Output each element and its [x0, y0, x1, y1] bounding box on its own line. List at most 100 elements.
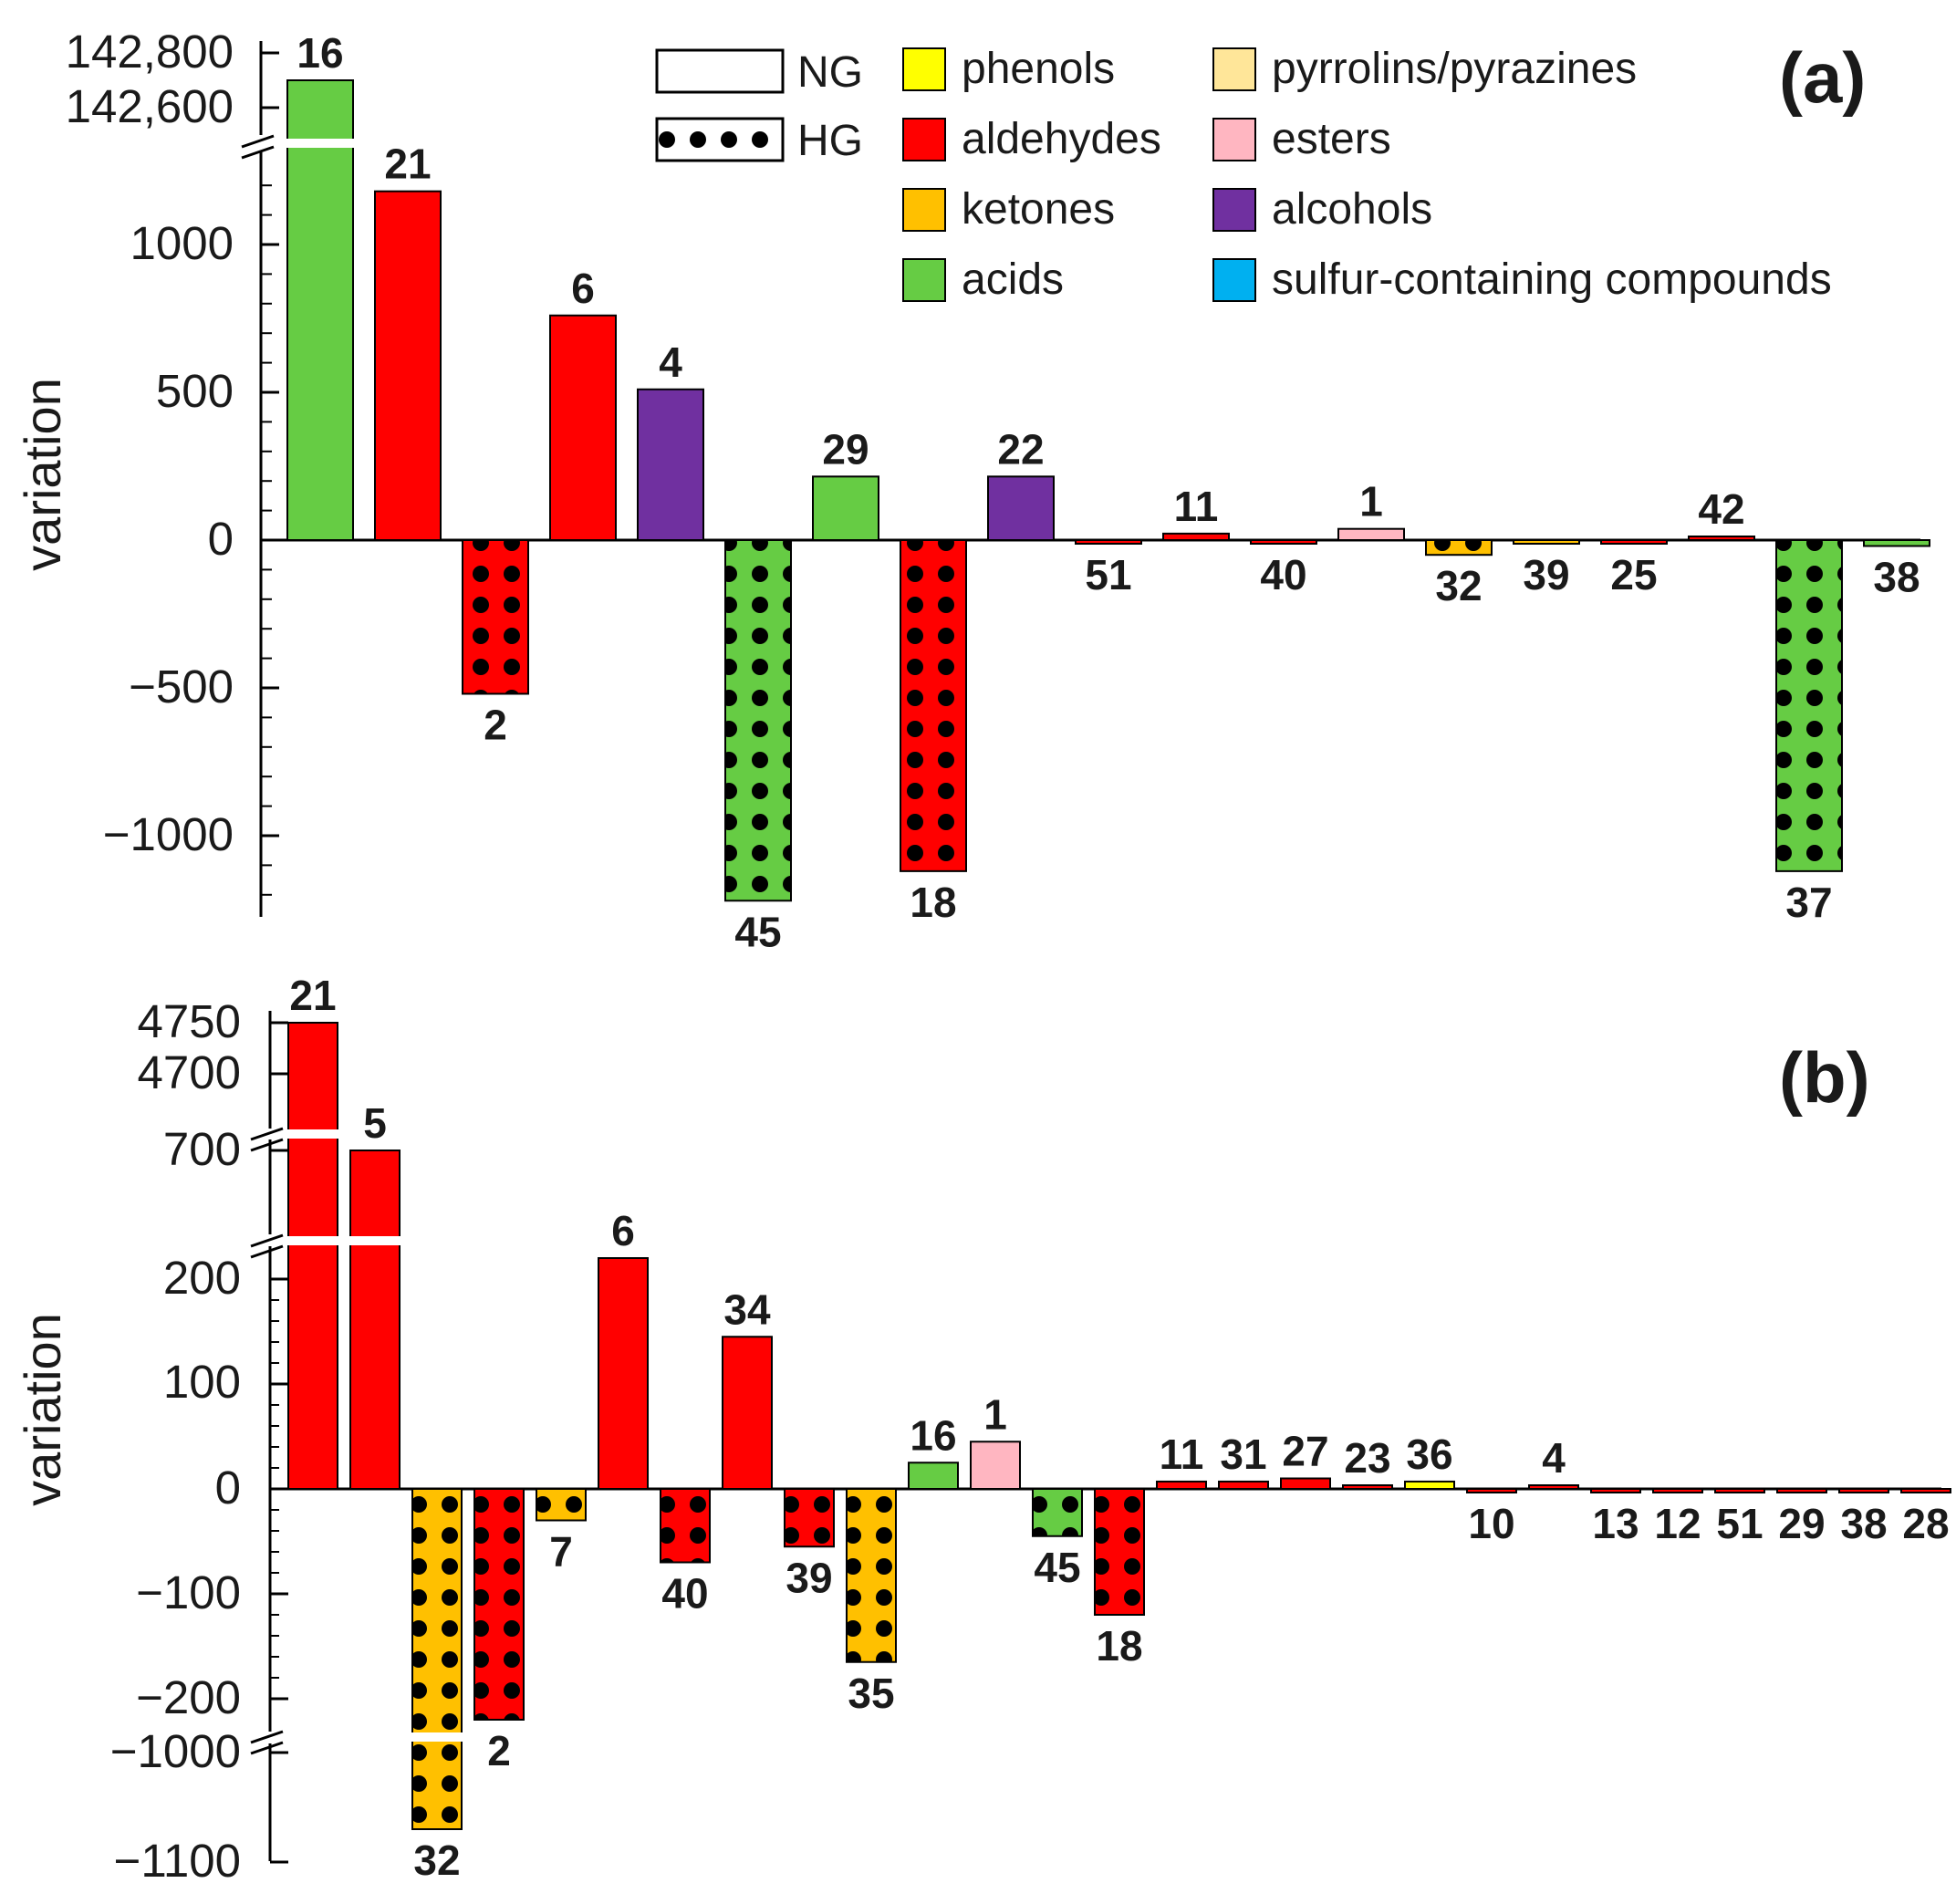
bar-16-acids	[286, 79, 354, 541]
bar-4-alcohols	[637, 388, 704, 542]
bar-38-acids	[1863, 539, 1930, 547]
panel-b-ytick-neg1100: −1100	[114, 1835, 241, 1887]
bar-label-51: 51	[1716, 1500, 1763, 1547]
bar-label-40: 40	[661, 1570, 708, 1618]
bar-label-21: 21	[289, 972, 336, 1019]
bar-label-1: 1	[1359, 478, 1383, 525]
bar-label-7: 7	[549, 1528, 573, 1576]
bar-label-37: 37	[1785, 879, 1832, 926]
bar-21-aldehydes	[287, 1022, 338, 1490]
bar-label-40: 40	[1260, 551, 1306, 598]
bar-22-alcohols	[987, 475, 1055, 542]
bar-label-13: 13	[1592, 1500, 1639, 1547]
bar-39-ketones	[1513, 539, 1580, 545]
bar-break-gap	[285, 139, 356, 148]
bar-break-gap	[286, 1129, 340, 1139]
panel-b-tick-marks	[270, 1021, 288, 1864]
legend-label-acids: acids	[962, 255, 1064, 304]
panel-b-axis-breaks	[250, 1127, 284, 1755]
bar-label-34: 34	[723, 1285, 771, 1333]
bar-label-31: 31	[1220, 1431, 1266, 1478]
legend: NG HG phenols aldehydes ketones acids pyrrolin…	[655, 45, 1832, 304]
bar-39-hg-dots	[785, 1489, 834, 1547]
panel-a-tick-marks	[261, 51, 279, 896]
bar-7-hg-dots	[536, 1489, 586, 1521]
legend-label-HG: HG	[797, 117, 863, 165]
bar-37-hg-dots	[1776, 540, 1842, 871]
legend-label-pyrrolins: pyrrolins/pyrazines	[1272, 45, 1637, 93]
panel-a-ytick-top-1: 142,800	[66, 26, 234, 78]
legend-label-aldehydes: aldehydes	[962, 115, 1161, 163]
bar-label-11: 11	[1174, 483, 1219, 530]
legend-swatch-aldehydes	[902, 118, 946, 161]
bar-16-acids	[908, 1462, 959, 1490]
panel-a-tag: (a)	[1779, 37, 1866, 118]
bar-51-aldehydes	[1714, 1488, 1765, 1493]
panel-b-ytick-0: 0	[215, 1462, 241, 1514]
bar-label-23: 23	[1344, 1434, 1390, 1482]
legend-swatch-HG-dots	[657, 119, 783, 161]
bar-23-aldehydes	[1342, 1484, 1393, 1490]
bar-label-39: 39	[1523, 551, 1569, 598]
bar-5-aldehydes	[349, 1150, 401, 1490]
bar-1-esters	[1337, 527, 1405, 541]
bar-label-10: 10	[1468, 1500, 1514, 1547]
bar-6-aldehydes	[549, 314, 617, 542]
bar-label-2: 2	[487, 1727, 511, 1774]
panel-a-ytick-0: 0	[208, 513, 234, 565]
panel-b-tag: (b)	[1779, 1037, 1870, 1118]
bar-29-acids	[812, 475, 879, 542]
legend-label-sulfur: sulfur-containing compounds	[1272, 255, 1832, 304]
bar-1-esters	[970, 1441, 1021, 1490]
bar-11-aldehydes	[1156, 1480, 1207, 1490]
bar-29-aldehydes	[1776, 1488, 1827, 1493]
bar-label-38: 38	[1840, 1500, 1887, 1547]
panel-a-ytick-neg500: −500	[129, 661, 234, 713]
bar-label-22: 22	[997, 425, 1044, 473]
panel-b: (b) variation 4750 4700 700 200 100 0 −1…	[14, 972, 1951, 1887]
legend-label-phenols: phenols	[962, 45, 1115, 93]
panel-a-ylabel: variation	[14, 378, 71, 571]
bar-4-aldehydes	[1528, 1484, 1579, 1490]
bar-45-hg-dots	[725, 540, 791, 901]
panel-b-ytick-neg200: −200	[136, 1671, 241, 1723]
bar-6-aldehydes	[598, 1257, 649, 1490]
bar-label-2: 2	[484, 701, 507, 748]
panel-b-ytick-neg1000: −1000	[110, 1725, 241, 1777]
legend-label-ketones: ketones	[962, 185, 1115, 234]
bar-label-28: 28	[1902, 1500, 1949, 1547]
bar-label-6: 6	[571, 265, 595, 312]
bar-32-hg-dots	[1426, 540, 1492, 556]
panel-b-bars	[286, 1022, 1951, 1830]
legend-swatch-NG	[655, 48, 785, 94]
bar-label-45: 45	[1034, 1544, 1080, 1591]
bar-35-hg-dots	[847, 1489, 896, 1662]
bar-12-aldehydes	[1652, 1488, 1703, 1493]
bar-label-4: 4	[1542, 1434, 1566, 1482]
panel-b-ytick-100: 100	[163, 1356, 241, 1408]
panel-a-ytick-1000: 1000	[130, 217, 234, 269]
bar-break-gap	[348, 1236, 402, 1245]
panel-a-axis-break	[241, 134, 275, 160]
legend-swatch-sulfur	[1212, 258, 1256, 302]
bar-31-aldehydes	[1218, 1480, 1269, 1490]
bar-34-aldehydes	[722, 1336, 773, 1490]
panel-a-ytick-500: 500	[156, 365, 234, 417]
bar-label-16: 16	[910, 1411, 956, 1459]
bar-label-32: 32	[413, 1836, 460, 1884]
bar-label-5: 5	[363, 1099, 387, 1147]
legend-label-alcohols: alcohols	[1272, 185, 1432, 234]
bar-45-hg-dots	[1033, 1489, 1082, 1536]
bar-51-aldehydes	[1075, 539, 1142, 545]
legend-swatch-acids	[902, 258, 946, 302]
bar-25-aldehydes	[1600, 539, 1668, 545]
bar-label-29: 29	[1778, 1500, 1825, 1547]
bar-label-51: 51	[1085, 551, 1131, 598]
legend-label-NG: NG	[797, 48, 863, 97]
bar-27-aldehydes	[1280, 1477, 1331, 1490]
panel-a-bars	[285, 79, 1930, 902]
legend-swatch-pyrrolins	[1212, 47, 1256, 91]
bar-18-hg-dots	[900, 540, 966, 871]
panel-b-ylabel: variation	[14, 1313, 71, 1506]
